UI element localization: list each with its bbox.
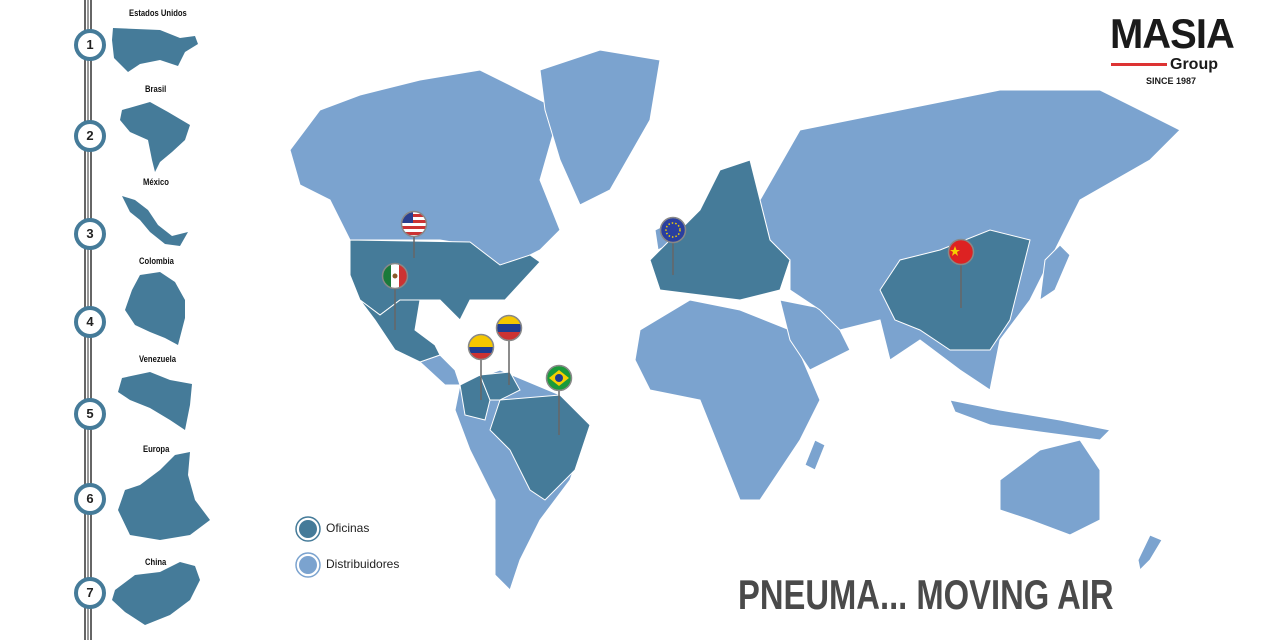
region-australia: [999, 439, 1101, 536]
office-venezuela: [479, 371, 521, 401]
venezuela-flag-icon: [497, 316, 521, 340]
label-mexico: México: [143, 177, 169, 187]
region-japan: [1039, 244, 1071, 302]
europe-silhouette: [118, 452, 210, 540]
label-venezuela: Venezuela: [139, 354, 177, 364]
mexico-flag-icon: [383, 264, 407, 288]
step-3-badge: 3: [74, 218, 106, 250]
step-7-badge: 7: [74, 577, 106, 609]
office-colombia: [459, 374, 491, 421]
region-madagascar: [804, 439, 826, 471]
step-4-badge: 4: [74, 306, 106, 338]
logo-red-line: [1111, 63, 1167, 66]
logo-since: SINCE 1987: [1146, 76, 1197, 86]
colombia-flag-icon: [469, 335, 493, 359]
region-new-zealand: [1137, 534, 1163, 572]
logo-sub: Group: [1170, 56, 1218, 73]
region-canada-alaska: [289, 69, 561, 271]
label-usa: Estados Unidos: [129, 8, 187, 18]
eu-flag-icon: [661, 218, 685, 242]
brazil-flag-icon: [547, 366, 571, 390]
usa-flag-icon: [402, 212, 426, 236]
tagline: PNEUMA... MOVING AIR: [738, 571, 1114, 618]
venezuela-silhouette: [118, 372, 192, 430]
logo-name: MASIA: [1110, 10, 1235, 57]
step-5-badge: 5: [74, 398, 106, 430]
china-silhouette: [112, 562, 200, 625]
label-china: China: [145, 557, 167, 567]
region-greenland: [539, 49, 661, 206]
region-africa: [634, 299, 821, 501]
office-china: [879, 229, 1031, 351]
mexico-silhouette: [122, 196, 188, 246]
brazil-silhouette: [120, 102, 190, 172]
office-mexico: [359, 299, 441, 363]
china-flag-icon: [949, 240, 973, 264]
legend-offices-label: Oficinas: [326, 521, 370, 535]
label-brazil: Brasil: [145, 84, 167, 94]
region-indonesia: [949, 399, 1112, 441]
step-1-badge: 1: [74, 29, 106, 61]
office-brazil: [489, 394, 591, 501]
label-europe: Europa: [143, 444, 170, 454]
legend-distributors-label: Distribuidores: [326, 557, 400, 571]
step-6-badge: 6: [74, 483, 106, 515]
colombia-silhouette: [125, 272, 185, 345]
usa-silhouette: [112, 28, 198, 72]
label-colombia: Colombia: [139, 256, 174, 266]
step-2-badge: 2: [74, 120, 106, 152]
